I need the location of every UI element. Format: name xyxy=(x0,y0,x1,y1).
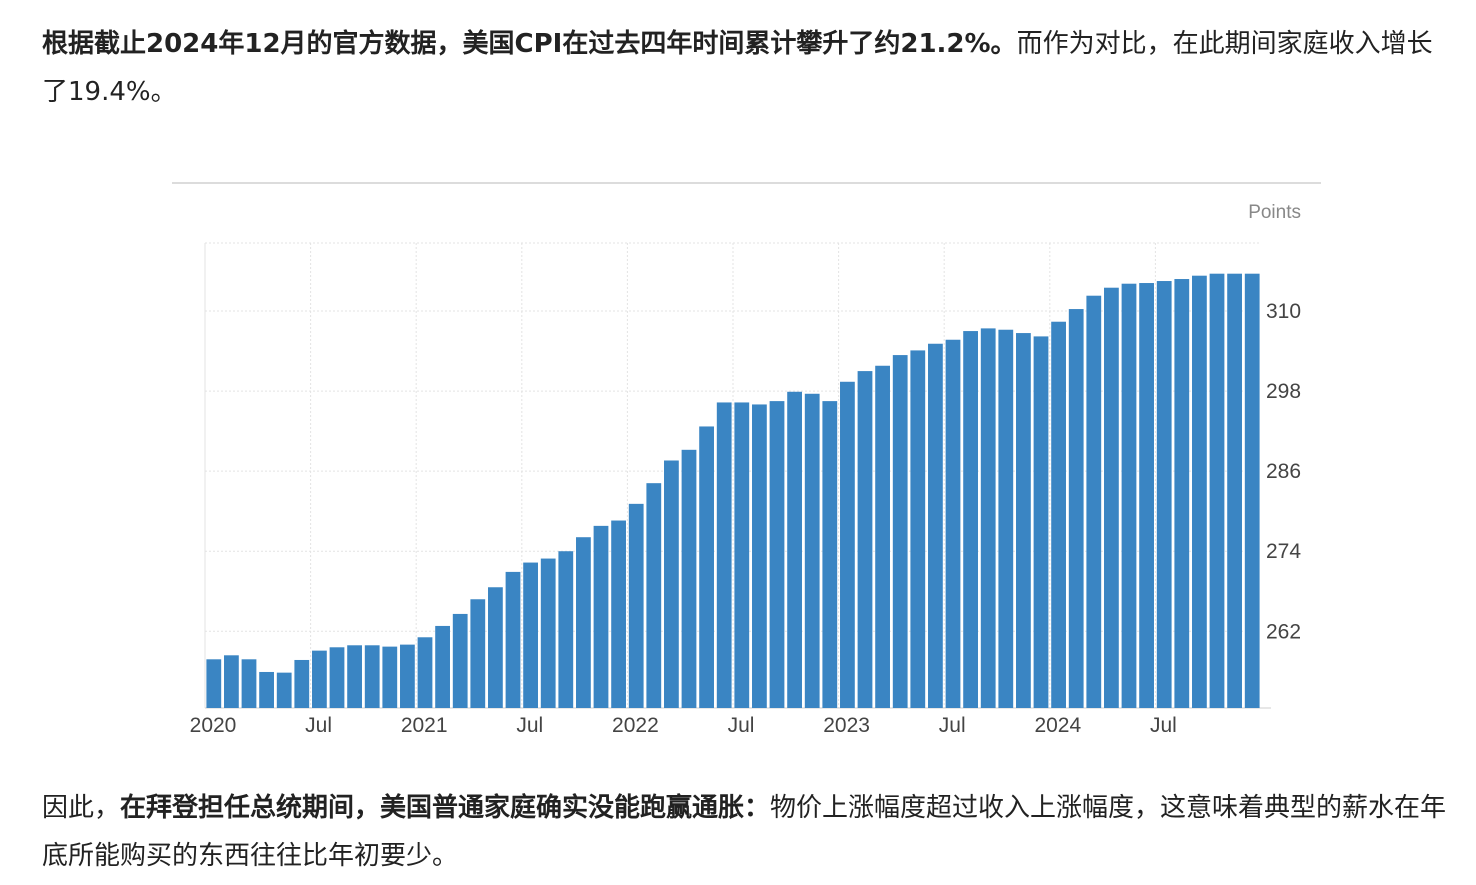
bar xyxy=(681,449,697,708)
x-tick-label: Jul xyxy=(728,714,755,737)
bar xyxy=(945,339,961,708)
bar xyxy=(206,659,222,708)
x-tick-label: Jul xyxy=(516,714,543,737)
bar-series xyxy=(206,273,1260,708)
x-tick-label: 2022 xyxy=(612,714,659,737)
x-tick-label: 2024 xyxy=(1034,714,1081,737)
bar xyxy=(312,650,327,708)
bar xyxy=(241,659,257,708)
y-tick-label: 274 xyxy=(1266,540,1301,563)
conclusion-lead: 因此， xyxy=(42,793,121,823)
bar xyxy=(224,655,239,708)
bar xyxy=(716,402,732,708)
y-tick-label: 286 xyxy=(1266,460,1301,483)
bar xyxy=(892,355,908,708)
bar xyxy=(347,645,362,708)
bar xyxy=(646,483,662,708)
bar xyxy=(435,625,450,708)
bar xyxy=(364,645,380,708)
bar xyxy=(628,503,644,708)
bar xyxy=(1209,273,1225,708)
x-tick-label: Jul xyxy=(1150,714,1177,737)
unit-label: Points xyxy=(1248,202,1301,223)
bar xyxy=(1121,283,1137,708)
bar xyxy=(734,402,750,708)
bar xyxy=(1016,333,1031,708)
bar xyxy=(452,613,468,708)
bar xyxy=(417,637,433,708)
bar xyxy=(576,537,591,708)
bar xyxy=(963,331,978,708)
bar xyxy=(840,381,855,708)
x-tick-label: 2020 xyxy=(190,714,237,737)
bar xyxy=(1104,287,1119,708)
bar xyxy=(540,558,556,708)
bar xyxy=(558,551,574,708)
y-tick-label: 298 xyxy=(1266,380,1301,403)
bar xyxy=(752,404,767,708)
bar xyxy=(998,329,1014,708)
conclusion-bold-text: 在拜登担任总统期间，美国普通家庭确实没能跑赢通胀： xyxy=(120,793,771,823)
bar xyxy=(1068,309,1084,708)
bar xyxy=(1192,275,1207,708)
bar xyxy=(593,525,609,708)
bar xyxy=(470,599,486,708)
bar xyxy=(276,672,292,708)
bar xyxy=(259,671,274,708)
y-axis-ticks: 262 274 286 298 310 xyxy=(1266,300,1301,643)
bar xyxy=(1227,273,1242,708)
bar xyxy=(1051,321,1066,708)
bar xyxy=(980,328,996,708)
conclusion-paragraph: 因此，在拜登担任总统期间，美国普通家庭确实没能跑赢通胀：物价上涨幅度超过收入上涨… xyxy=(42,784,1452,880)
y-tick-label: 262 xyxy=(1266,620,1301,643)
bar xyxy=(1156,281,1172,708)
bar xyxy=(1139,283,1154,708)
bar xyxy=(611,520,626,708)
intro-bold-text: 根据截止2024年12月的官方数据，美国CPI在过去四年时间累计攀升了约21.2… xyxy=(42,29,1017,59)
bar xyxy=(1086,295,1102,708)
bar xyxy=(857,371,873,708)
x-tick-label: 2021 xyxy=(401,714,448,737)
bar xyxy=(804,393,820,708)
intro-paragraph: 根据截止2024年12月的官方数据，美国CPI在过去四年时间累计攀升了约21.2… xyxy=(42,20,1452,116)
bar xyxy=(382,646,398,708)
x-axis-ticks: 2020 Jul 2021 Jul 2022 Jul 2023 Jul 2024 Jul xyxy=(190,714,1177,737)
y-tick-label: 310 xyxy=(1266,300,1301,323)
bar xyxy=(400,644,415,708)
bar xyxy=(523,562,538,708)
bar xyxy=(488,587,503,708)
bar xyxy=(875,365,890,708)
bar xyxy=(1244,273,1260,708)
bar xyxy=(769,401,785,708)
conclusion-text: 物价上涨幅度超过收入上涨幅度，这意味着典型的薪水在年底所能购买的东西往往比年初要… xyxy=(42,793,1447,871)
bar xyxy=(787,391,802,708)
intro-text: 而作为对比，在此期间家庭收入增长了19.4%。 xyxy=(42,29,1433,107)
bar xyxy=(910,350,926,708)
x-tick-label: Jul xyxy=(305,714,332,737)
bar xyxy=(294,659,310,708)
bar xyxy=(1174,279,1190,708)
x-tick-label: Jul xyxy=(939,714,966,737)
bar xyxy=(928,343,943,708)
x-tick-label: 2023 xyxy=(823,714,870,737)
bar xyxy=(329,647,345,708)
bar xyxy=(822,401,838,708)
bar xyxy=(699,426,714,708)
bar xyxy=(664,460,679,708)
bar xyxy=(1033,336,1049,708)
bar xyxy=(505,571,521,708)
